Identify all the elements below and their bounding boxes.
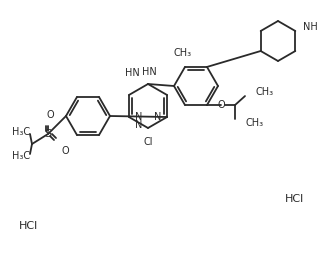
Text: CH₃: CH₃: [174, 48, 192, 58]
Text: H₃C: H₃C: [12, 127, 30, 137]
Text: NH: NH: [303, 22, 318, 32]
Text: H₃C: H₃C: [12, 151, 30, 161]
Text: N: N: [135, 120, 142, 131]
Text: Cl: Cl: [143, 137, 153, 147]
Text: HCl: HCl: [19, 221, 38, 231]
Text: N: N: [154, 112, 161, 122]
Text: O: O: [46, 110, 54, 120]
Text: S: S: [44, 129, 52, 139]
Text: CH₃: CH₃: [245, 118, 263, 128]
Text: CH₃: CH₃: [256, 87, 274, 97]
Text: O: O: [62, 146, 70, 156]
Text: O: O: [217, 100, 225, 110]
Text: N: N: [135, 112, 142, 122]
Text: HN: HN: [125, 68, 140, 78]
Text: HN: HN: [142, 67, 157, 77]
Text: HCl: HCl: [285, 194, 305, 204]
